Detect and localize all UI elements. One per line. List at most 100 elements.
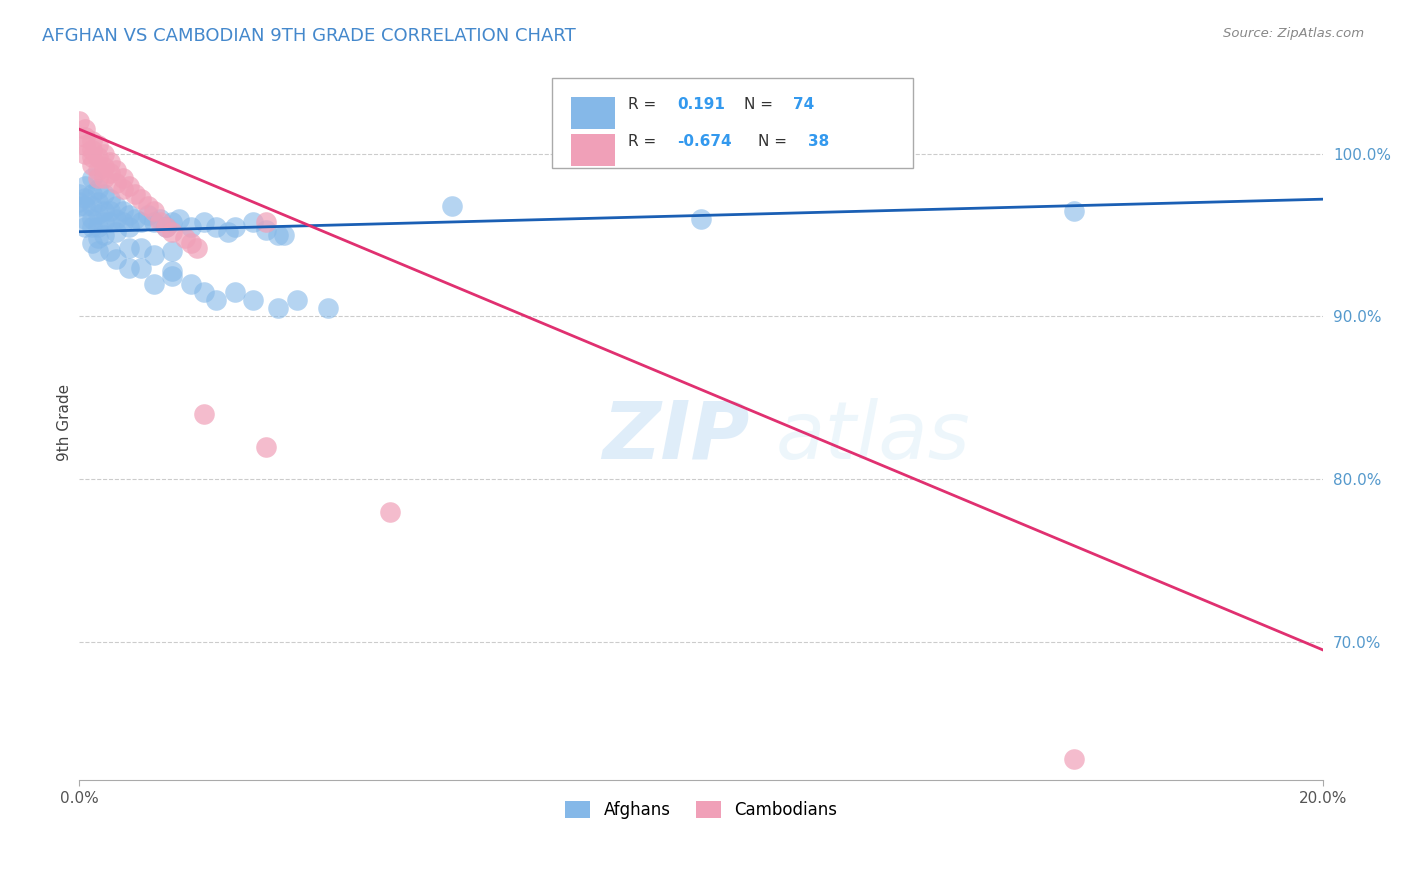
- Point: [180, 219, 202, 234]
- Point: [224, 285, 246, 299]
- Legend: Afghans, Cambodians: Afghans, Cambodians: [558, 794, 844, 826]
- Point: [142, 247, 165, 261]
- Y-axis label: 9th Grade: 9th Grade: [58, 384, 72, 461]
- Point: [87, 207, 110, 221]
- FancyBboxPatch shape: [571, 97, 616, 128]
- Point: [1063, 203, 1085, 218]
- Point: [378, 505, 401, 519]
- Point: [105, 211, 128, 226]
- Point: [80, 211, 103, 226]
- Point: [136, 199, 159, 213]
- Point: [87, 162, 110, 177]
- Point: [98, 203, 121, 218]
- FancyBboxPatch shape: [553, 78, 912, 168]
- Point: [167, 211, 190, 226]
- Point: [124, 187, 146, 202]
- Point: [131, 192, 153, 206]
- Text: N =: N =: [744, 97, 778, 112]
- Point: [285, 293, 308, 307]
- Point: [67, 187, 90, 202]
- Point: [87, 219, 110, 234]
- Point: [118, 219, 141, 234]
- Point: [98, 244, 121, 259]
- Point: [105, 252, 128, 267]
- Point: [87, 138, 110, 153]
- Point: [162, 268, 184, 283]
- Point: [136, 209, 159, 223]
- Point: [93, 215, 115, 229]
- Point: [267, 301, 290, 316]
- Text: -0.674: -0.674: [678, 134, 733, 149]
- Point: [98, 166, 121, 180]
- Point: [173, 231, 195, 245]
- Point: [193, 407, 215, 421]
- Point: [67, 114, 90, 128]
- Point: [217, 225, 239, 239]
- Point: [131, 215, 153, 229]
- Point: [254, 223, 277, 237]
- Point: [87, 182, 110, 196]
- Point: [131, 241, 153, 255]
- Point: [242, 293, 264, 307]
- Point: [80, 236, 103, 251]
- Point: [80, 187, 103, 202]
- Point: [75, 199, 97, 213]
- Point: [80, 134, 103, 148]
- Point: [75, 130, 97, 145]
- Point: [93, 146, 115, 161]
- Text: Source: ZipAtlas.com: Source: ZipAtlas.com: [1223, 27, 1364, 40]
- Point: [155, 219, 177, 234]
- Point: [267, 227, 290, 242]
- Point: [273, 227, 295, 242]
- Point: [162, 225, 184, 239]
- Point: [180, 236, 202, 251]
- Point: [142, 215, 165, 229]
- Point: [87, 171, 110, 186]
- Text: AFGHAN VS CAMBODIAN 9TH GRADE CORRELATION CHART: AFGHAN VS CAMBODIAN 9TH GRADE CORRELATIO…: [42, 27, 576, 45]
- Point: [93, 171, 115, 186]
- Point: [242, 215, 264, 229]
- Point: [98, 215, 121, 229]
- Text: R =: R =: [628, 134, 661, 149]
- Point: [80, 219, 103, 234]
- Point: [118, 241, 141, 255]
- Point: [75, 219, 97, 234]
- Point: [111, 182, 134, 196]
- Point: [193, 215, 215, 229]
- Point: [105, 176, 128, 190]
- Point: [162, 244, 184, 259]
- Point: [67, 199, 90, 213]
- Point: [142, 203, 165, 218]
- Point: [254, 215, 277, 229]
- Point: [155, 219, 177, 234]
- Point: [87, 150, 110, 164]
- Point: [80, 158, 103, 172]
- Point: [75, 138, 97, 153]
- Text: 74: 74: [793, 97, 814, 112]
- Point: [205, 293, 228, 307]
- Point: [75, 190, 97, 204]
- Point: [254, 440, 277, 454]
- Point: [75, 179, 97, 194]
- Point: [75, 122, 97, 136]
- Text: R =: R =: [628, 97, 661, 112]
- Point: [105, 199, 128, 213]
- Text: N =: N =: [758, 134, 793, 149]
- Point: [98, 192, 121, 206]
- Point: [162, 215, 184, 229]
- Point: [93, 227, 115, 242]
- Point: [105, 162, 128, 177]
- Point: [1063, 752, 1085, 766]
- Point: [93, 187, 115, 202]
- Point: [75, 146, 97, 161]
- Point: [75, 211, 97, 226]
- Point: [118, 209, 141, 223]
- Point: [131, 260, 153, 275]
- Point: [67, 195, 90, 210]
- Point: [180, 277, 202, 291]
- Point: [80, 171, 103, 186]
- Point: [87, 244, 110, 259]
- Point: [105, 225, 128, 239]
- Text: atlas: atlas: [776, 398, 970, 475]
- Point: [186, 241, 208, 255]
